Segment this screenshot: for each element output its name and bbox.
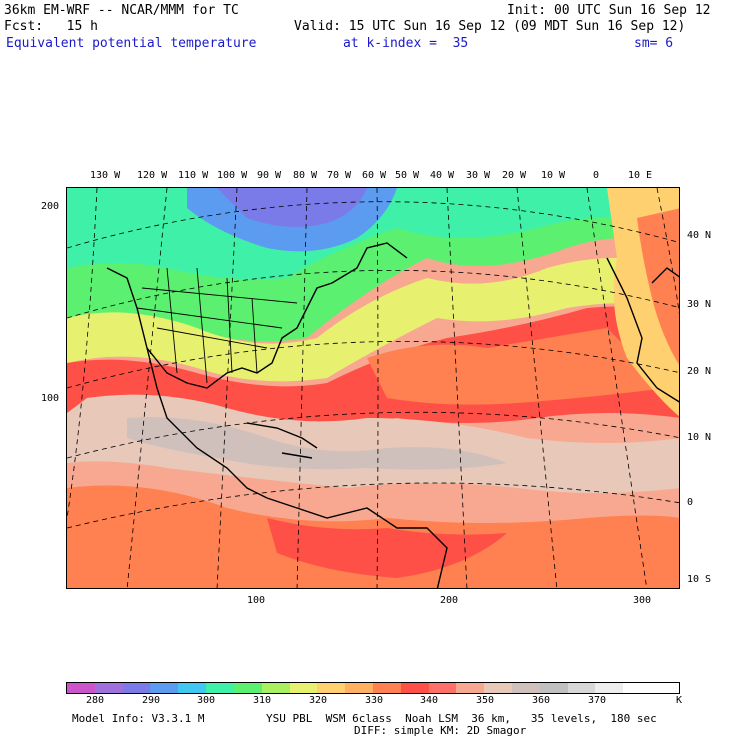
lon-label: 60 W xyxy=(362,170,387,181)
model-title: 36km EM-WRF -- NCAR/MMM for TC xyxy=(4,3,239,18)
grid-x-label: 300 xyxy=(633,595,652,606)
colorbar-swatch xyxy=(150,683,179,693)
colorbar-swatch xyxy=(233,683,262,693)
colorbar-label: 370 xyxy=(588,695,607,706)
colorbar-swatch xyxy=(122,683,151,693)
grid-y-label: 100 xyxy=(41,393,60,404)
colorbar-swatch xyxy=(317,683,346,693)
field-name: Equivalent potential temperature xyxy=(6,36,257,51)
physics-info: YSU PBL WSM 6class Noah LSM 36 km, 35 le… xyxy=(266,712,657,725)
colorbar xyxy=(66,682,680,694)
lon-label: 110 W xyxy=(178,170,209,181)
colorbar-swatch xyxy=(567,683,596,693)
lon-label: 120 W xyxy=(137,170,168,181)
lon-label: 80 W xyxy=(293,170,318,181)
colorbar-swatch xyxy=(651,683,679,693)
level-label: at k-index = 35 xyxy=(343,36,469,51)
colorbar-swatch xyxy=(372,683,401,693)
init-time: Init: 00 UTC Sun 16 Sep 12 xyxy=(507,3,711,18)
grid-x-label: 200 xyxy=(440,595,459,606)
colorbar-label: 360 xyxy=(532,695,551,706)
lon-label: 90 W xyxy=(257,170,282,181)
lat-label: 20 N xyxy=(687,366,712,377)
colorbar-swatch xyxy=(512,683,540,693)
colorbar-label: K xyxy=(676,695,683,706)
valid-time: Valid: 15 UTC Sun 16 Sep 12 (09 MDT Sun … xyxy=(294,19,686,34)
forecast-hour: Fcst: 15 h xyxy=(4,19,98,34)
colorbar-label: 310 xyxy=(253,695,272,706)
lon-label: 100 W xyxy=(217,170,248,181)
colorbar-label: 320 xyxy=(309,695,328,706)
colorbar-swatch xyxy=(595,683,624,693)
lon-label: 20 W xyxy=(502,170,527,181)
lon-label: 0 xyxy=(593,170,600,181)
grid-y-label: 200 xyxy=(41,201,60,212)
map-panel[interactable] xyxy=(66,187,680,589)
colorbar-label: 340 xyxy=(420,695,439,706)
colorbar-label: 290 xyxy=(142,695,161,706)
colorbar-swatch xyxy=(456,683,485,693)
colorbar-swatch xyxy=(206,683,234,693)
lon-label: 70 W xyxy=(327,170,352,181)
theta-e-field xyxy=(67,188,679,588)
lat-label: 30 N xyxy=(687,299,712,310)
colorbar-label: 280 xyxy=(86,695,105,706)
lon-label: 10 W xyxy=(541,170,566,181)
colorbar-swatch xyxy=(94,683,123,693)
colorbar-swatch xyxy=(539,683,568,693)
colorbar-label: 350 xyxy=(476,695,495,706)
colorbar-swatch xyxy=(400,683,429,693)
colorbar-swatch xyxy=(484,683,512,693)
lon-label: 30 W xyxy=(466,170,491,181)
colorbar-swatch xyxy=(289,683,318,693)
colorbar-swatch xyxy=(67,683,95,693)
diffusion-info: DIFF: simple KM: 2D Smagor xyxy=(354,724,527,737)
colorbar-swatch xyxy=(178,683,207,693)
colorbar-swatch xyxy=(428,683,457,693)
grid-x-label: 100 xyxy=(247,595,266,606)
lon-label: 10 E xyxy=(628,170,653,181)
colorbar-label: 330 xyxy=(365,695,384,706)
lat-label: 10 N xyxy=(687,432,712,443)
lon-label: 130 W xyxy=(90,170,121,181)
colorbar-swatch xyxy=(261,683,290,693)
lon-label: 40 W xyxy=(430,170,455,181)
lon-label: 50 W xyxy=(395,170,420,181)
lat-label: 0 xyxy=(687,497,694,508)
smoothing-label: sm= 6 xyxy=(634,36,674,51)
lat-label: 40 N xyxy=(687,230,712,241)
lat-label: 10 S xyxy=(687,574,712,585)
colorbar-label: 300 xyxy=(197,695,216,706)
colorbar-swatch xyxy=(345,683,373,693)
colorbar-swatch xyxy=(623,683,652,693)
model-info: Model Info: V3.3.1 M xyxy=(72,712,205,725)
